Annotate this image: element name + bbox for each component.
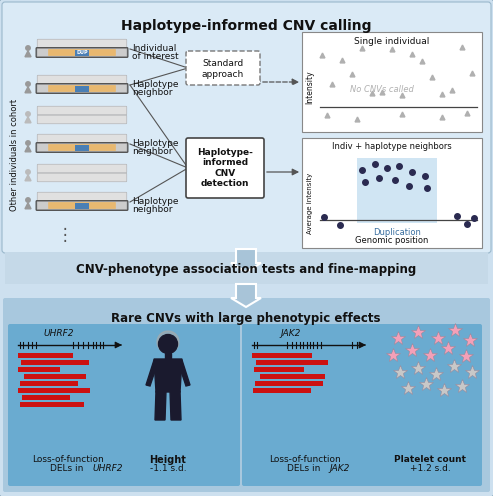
Circle shape: [26, 82, 30, 86]
FancyBboxPatch shape: [48, 202, 116, 209]
Bar: [75, 85, 89, 91]
FancyBboxPatch shape: [186, 138, 264, 198]
Text: Intensity: Intensity: [306, 70, 315, 104]
Bar: [253, 388, 311, 392]
Bar: [24, 374, 86, 378]
Text: neighbor: neighbor: [132, 147, 173, 156]
Text: DELs in: DELs in: [287, 464, 323, 473]
Text: Platelet count: Platelet count: [394, 455, 466, 464]
Bar: [252, 353, 312, 358]
Polygon shape: [170, 391, 181, 420]
FancyBboxPatch shape: [37, 173, 127, 182]
Text: JAK2: JAK2: [329, 464, 350, 473]
Circle shape: [159, 334, 177, 354]
Text: Other individuals in cohort: Other individuals in cohort: [10, 99, 20, 211]
Bar: [256, 360, 328, 365]
Bar: [18, 367, 60, 372]
Bar: [302, 138, 482, 248]
Text: Haplotype: Haplotype: [132, 139, 178, 148]
Text: CNV-phenotype association tests and fine-mapping: CNV-phenotype association tests and fine…: [76, 262, 416, 275]
Polygon shape: [25, 203, 31, 209]
Bar: [20, 402, 84, 407]
Polygon shape: [154, 359, 182, 392]
FancyBboxPatch shape: [48, 144, 116, 151]
FancyBboxPatch shape: [37, 48, 127, 57]
Text: Haplotype-
informed
CNV
detection: Haplotype- informed CNV detection: [197, 148, 253, 188]
Text: Single individual: Single individual: [354, 37, 430, 46]
Polygon shape: [146, 360, 158, 386]
Text: Loss-of-function: Loss-of-function: [269, 455, 341, 464]
Bar: [302, 32, 482, 132]
FancyBboxPatch shape: [48, 49, 116, 56]
FancyBboxPatch shape: [242, 324, 482, 486]
Circle shape: [26, 198, 30, 202]
Bar: [20, 381, 78, 385]
Text: Indiv + haplotype neighbors: Indiv + haplotype neighbors: [332, 142, 452, 151]
Text: No CNVs called: No CNVs called: [350, 85, 414, 95]
Text: Haplotype: Haplotype: [132, 80, 178, 89]
Polygon shape: [25, 117, 31, 123]
FancyArrow shape: [231, 284, 261, 307]
Bar: [75, 50, 89, 56]
FancyBboxPatch shape: [2, 2, 491, 253]
Text: +1.2 s.d.: +1.2 s.d.: [410, 464, 451, 473]
Circle shape: [26, 112, 30, 116]
FancyBboxPatch shape: [37, 192, 127, 201]
Text: DELs in: DELs in: [50, 464, 86, 473]
FancyBboxPatch shape: [37, 106, 127, 115]
Bar: [75, 202, 89, 208]
Text: neighbor: neighbor: [132, 88, 173, 97]
Text: of interest: of interest: [132, 52, 178, 61]
Text: JAK2: JAK2: [280, 329, 300, 338]
Bar: [357, 158, 437, 223]
Text: ⋮: ⋮: [57, 226, 73, 244]
Text: Haplotype-informed CNV calling: Haplotype-informed CNV calling: [121, 19, 371, 33]
FancyBboxPatch shape: [186, 51, 260, 85]
Bar: [21, 360, 89, 365]
FancyBboxPatch shape: [37, 39, 127, 48]
Text: Average intensity: Average intensity: [307, 173, 313, 234]
Circle shape: [26, 170, 30, 174]
Text: Genomic position: Genomic position: [355, 236, 429, 245]
FancyArrow shape: [231, 249, 261, 272]
Bar: [254, 367, 304, 372]
FancyBboxPatch shape: [37, 84, 127, 93]
FancyBboxPatch shape: [37, 115, 127, 124]
Text: Individual: Individual: [132, 44, 176, 53]
FancyBboxPatch shape: [3, 298, 490, 492]
Polygon shape: [178, 360, 190, 386]
FancyBboxPatch shape: [48, 85, 116, 92]
Bar: [75, 144, 89, 150]
Bar: [5, 252, 488, 284]
Bar: [18, 353, 73, 358]
Text: Duplication: Duplication: [373, 228, 421, 237]
Bar: [165, 353, 171, 359]
Circle shape: [26, 46, 30, 50]
FancyBboxPatch shape: [37, 201, 127, 210]
Circle shape: [26, 141, 30, 145]
Text: Height: Height: [149, 455, 186, 465]
FancyBboxPatch shape: [8, 324, 240, 486]
Bar: [18, 388, 90, 392]
Text: UHRF2: UHRF2: [92, 464, 122, 473]
Text: Loss-of-function: Loss-of-function: [32, 455, 104, 464]
Text: neighbor: neighbor: [132, 205, 173, 214]
FancyBboxPatch shape: [37, 164, 127, 173]
Polygon shape: [25, 87, 31, 93]
Circle shape: [157, 331, 179, 353]
Polygon shape: [25, 51, 31, 57]
FancyBboxPatch shape: [37, 143, 127, 152]
Polygon shape: [25, 146, 31, 152]
Text: UHRF2: UHRF2: [43, 329, 73, 338]
Bar: [255, 381, 323, 385]
Text: -1.1 s.d.: -1.1 s.d.: [150, 464, 186, 473]
FancyBboxPatch shape: [37, 134, 127, 143]
Polygon shape: [155, 391, 166, 420]
Text: DUP: DUP: [76, 50, 88, 55]
Text: Standard
approach: Standard approach: [202, 60, 244, 79]
Text: Rare CNVs with large phenotypic effects: Rare CNVs with large phenotypic effects: [111, 312, 381, 325]
Text: Haplotype: Haplotype: [132, 197, 178, 206]
Bar: [260, 374, 325, 378]
Bar: [22, 395, 70, 399]
